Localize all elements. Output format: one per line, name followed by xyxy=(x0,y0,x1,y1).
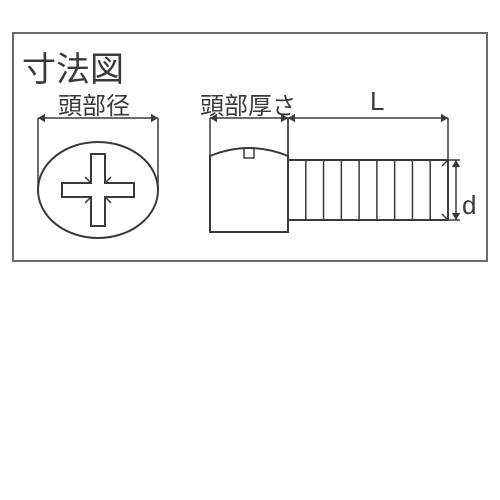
technical-drawing xyxy=(0,0,500,500)
